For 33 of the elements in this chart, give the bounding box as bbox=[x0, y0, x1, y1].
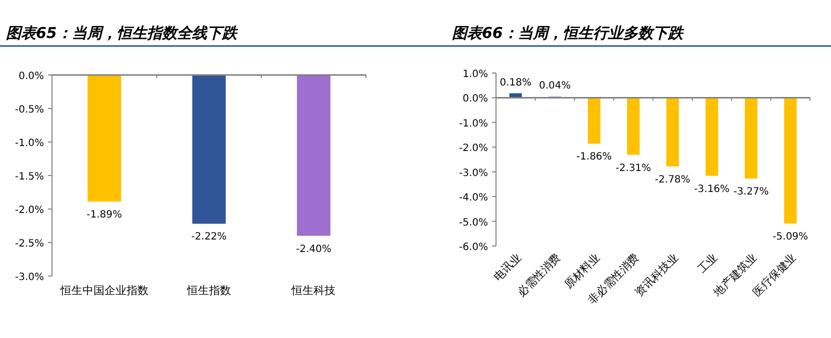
y-tick-label: -2.0% bbox=[14, 205, 44, 216]
y-tick-label: -2.0% bbox=[458, 143, 488, 154]
data-label: -2.22% bbox=[191, 232, 227, 243]
data-label: -3.27% bbox=[733, 186, 769, 198]
y-tick-label: 1.0% bbox=[462, 69, 488, 80]
data-label: -1.86% bbox=[576, 152, 612, 163]
data-label: 0.18% bbox=[500, 77, 532, 88]
y-tick-label: 0.0% bbox=[18, 71, 44, 82]
x-tick-label: 电讯业 bbox=[491, 250, 524, 284]
x-tick-label: 恒生科技 bbox=[290, 284, 336, 297]
data-label: 0.04% bbox=[538, 80, 571, 92]
y-tick-label: -2.5% bbox=[14, 238, 44, 250]
data-label: -2.78% bbox=[654, 174, 690, 186]
data-label: -5.09% bbox=[772, 232, 808, 243]
chart-title: 图表66：当周，恒生行业多数下跌 bbox=[452, 24, 685, 42]
data-label: -3.16% bbox=[694, 184, 730, 195]
y-tick-label: 0.0% bbox=[462, 94, 488, 105]
chart-title: 图表65：当周，恒生指数全线下跌 bbox=[6, 24, 239, 42]
y-tick-label: -3.0% bbox=[458, 168, 488, 179]
y-tick-label: -5.0% bbox=[458, 217, 488, 228]
y-tick-label: -4.0% bbox=[458, 192, 488, 204]
x-tick-label: 恒生指数 bbox=[186, 284, 231, 297]
y-tick-label: -6.0% bbox=[458, 242, 488, 253]
y-tick-label: -1.0% bbox=[14, 138, 44, 149]
y-tick-label: -3.0% bbox=[14, 272, 44, 283]
y-tick-label: -1.5% bbox=[14, 172, 44, 182]
y-tick-label: -1.0% bbox=[458, 118, 488, 130]
data-label: -2.40% bbox=[296, 244, 332, 255]
x-tick-label: 恒生中国企业指数 bbox=[59, 284, 148, 297]
data-label: -1.89% bbox=[86, 210, 122, 221]
x-tick-label: 工业 bbox=[695, 250, 720, 276]
y-tick-label: -0.5% bbox=[14, 104, 44, 116]
data-label: -2.31% bbox=[616, 162, 652, 174]
